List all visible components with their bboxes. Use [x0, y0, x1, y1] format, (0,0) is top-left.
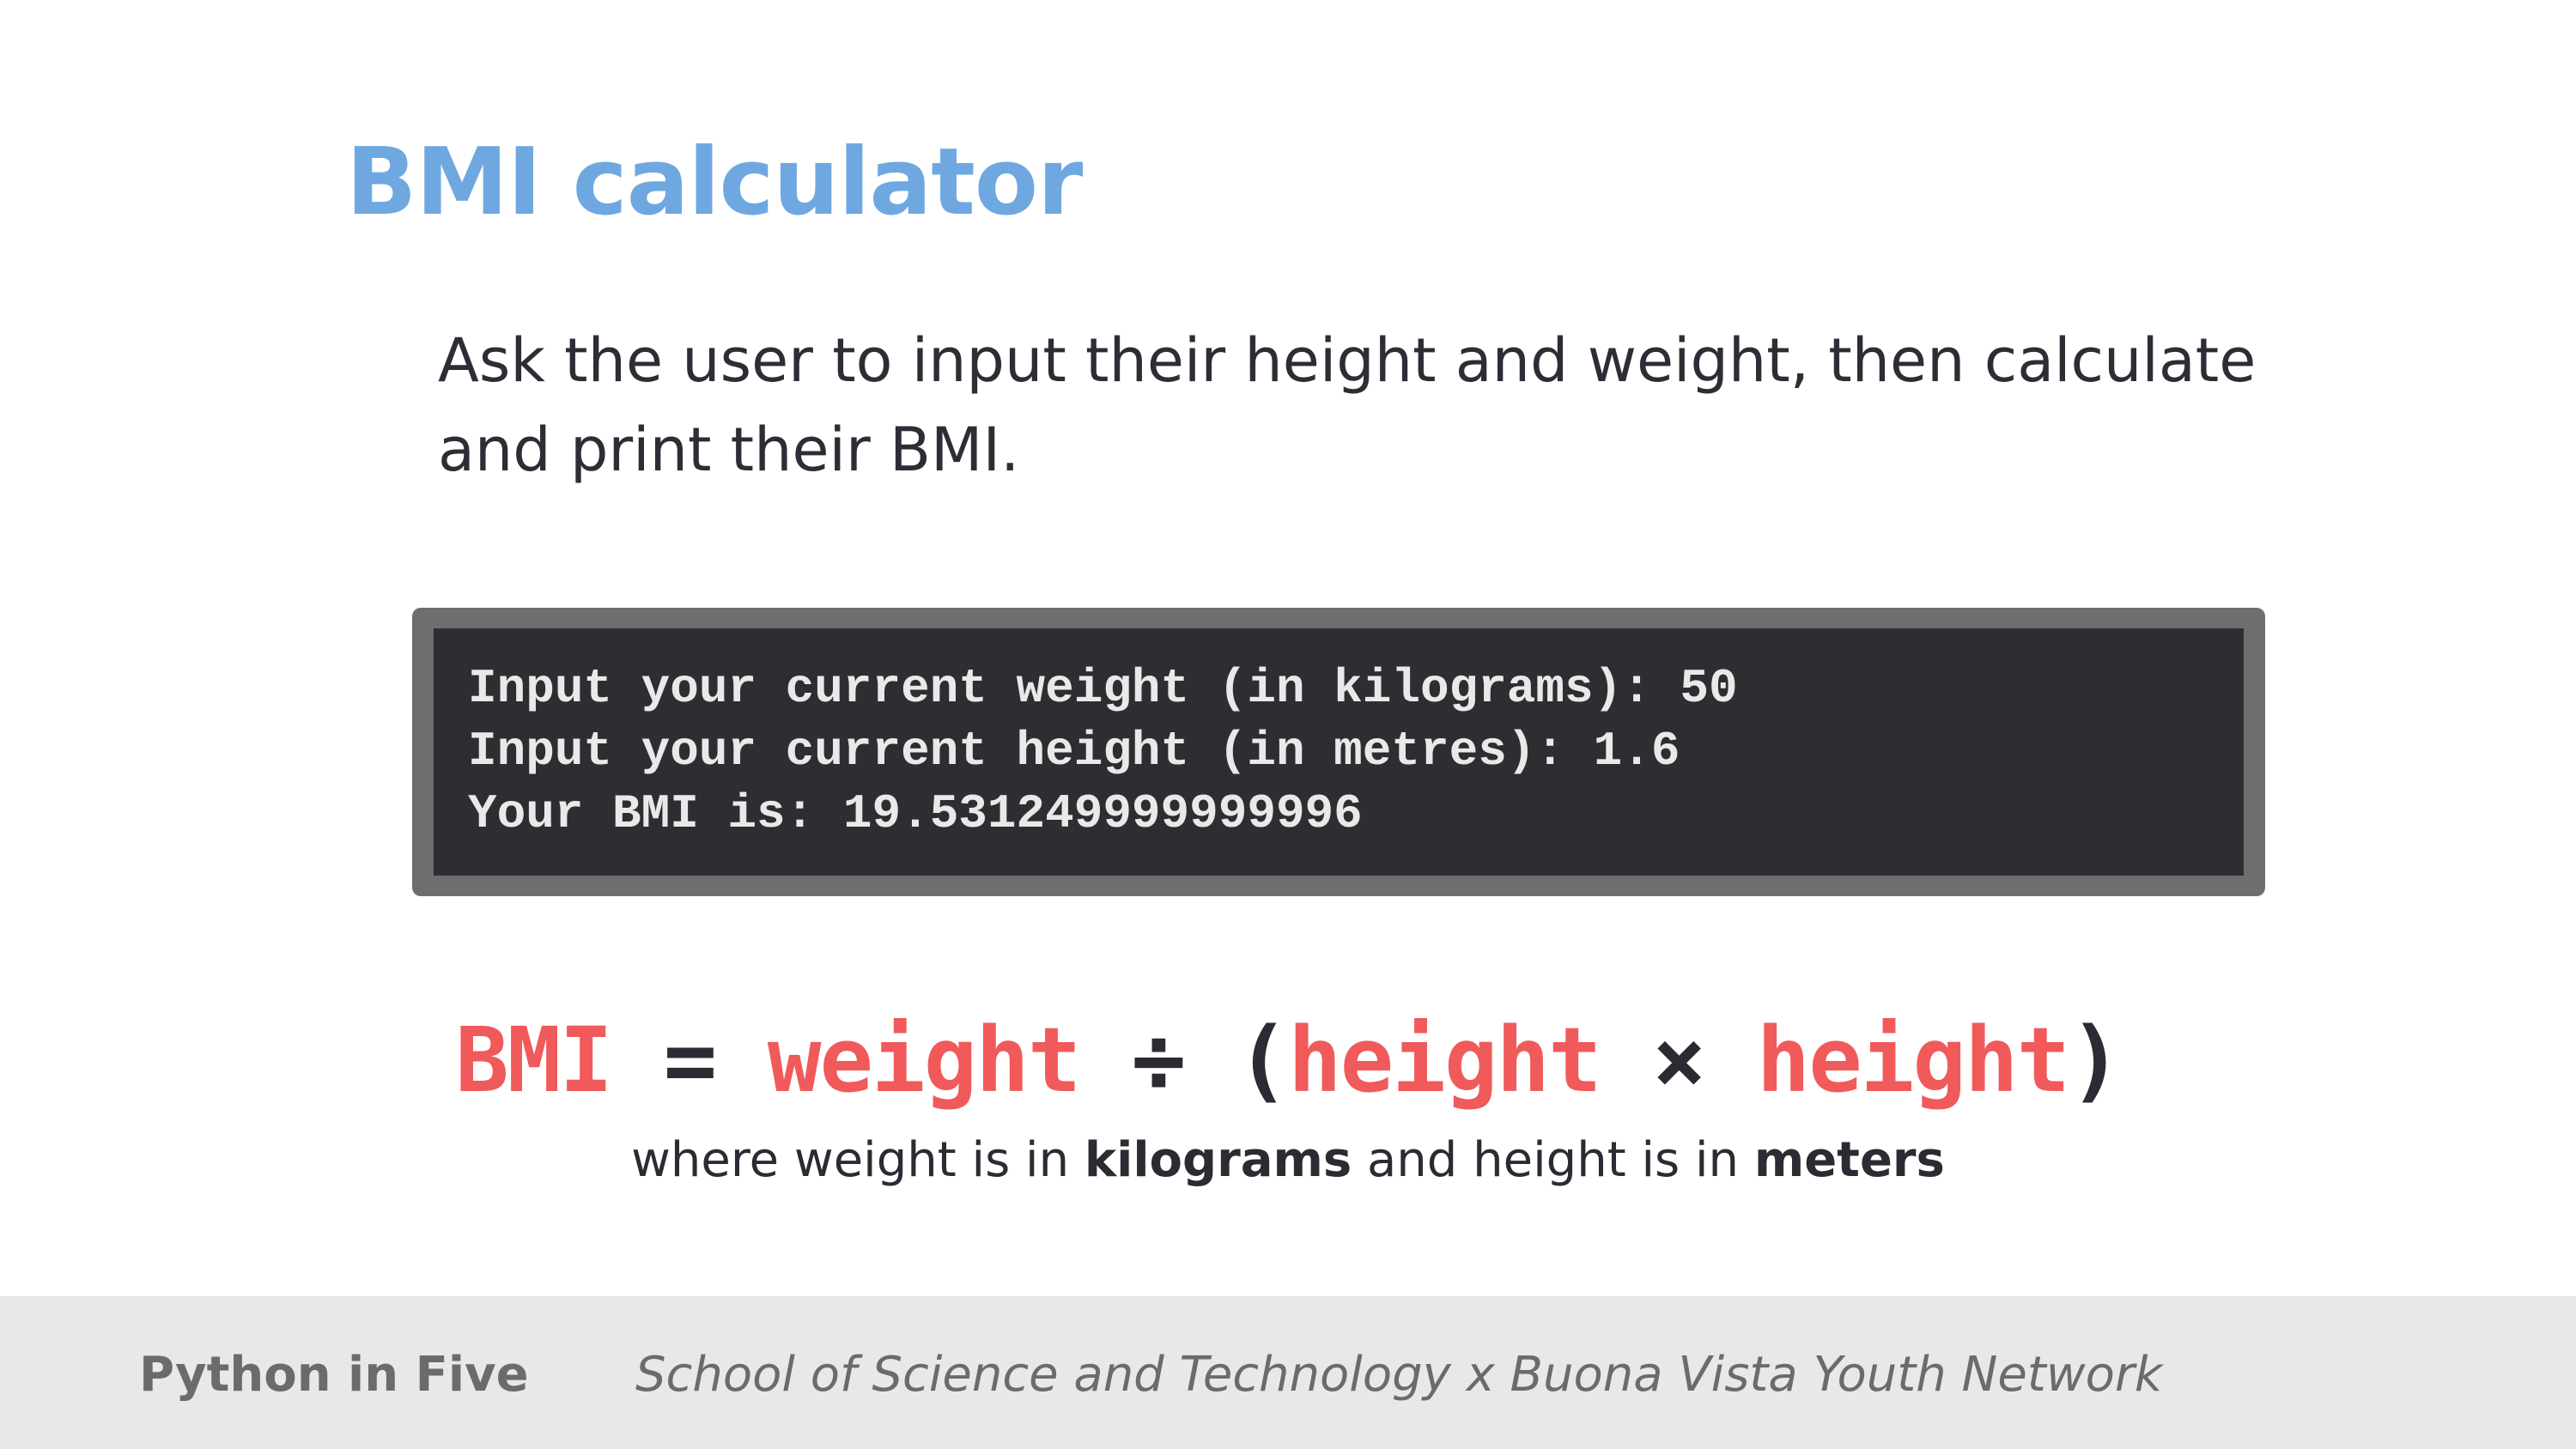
bmi-formula: BMI = weight ÷ (height × height) [0, 1004, 2576, 1116]
formula-divide: ÷ [1132, 1008, 1186, 1113]
note-unit-meters: meters [1753, 1132, 1945, 1188]
page-title: BMI calculator [346, 129, 1083, 236]
formula-weight: weight [767, 1008, 1082, 1113]
terminal-line-weight: Input your current weight (in kilograms)… [468, 661, 1738, 716]
formula-units-note: where weight is in kilograms and height … [0, 1126, 2576, 1195]
formula-times: × [1652, 1008, 1706, 1113]
terminal-line-height: Input your current height (in metres): 1… [468, 724, 1680, 779]
task-description: Ask the user to input their height and w… [438, 325, 2257, 485]
note-text-2: and height is in [1352, 1132, 1754, 1188]
terminal-output: Input your current weight (in kilograms)… [434, 628, 2244, 876]
formula-open-paren: ( [1236, 1008, 1290, 1113]
terminal-line-result: Your BMI is: 19.531249999999996 [468, 786, 1363, 841]
note-unit-kilograms: kilograms [1084, 1132, 1352, 1188]
terminal-screenshot: Input your current weight (in kilograms)… [412, 608, 2265, 896]
note-text-1: where weight is in [631, 1132, 1084, 1188]
formula-close-paren: ) [2069, 1008, 2123, 1113]
formula-equals: = [663, 1008, 718, 1113]
footer-organization: School of Science and Technology x Buona… [635, 1347, 2163, 1403]
formula-height-1: height [1288, 1008, 1602, 1113]
formula-height-2: height [1756, 1008, 2071, 1113]
footer-course-name: Python in Five [139, 1347, 529, 1403]
formula-bmi: BMI [455, 1008, 613, 1113]
footer: Python in Five School of Science and Tec… [0, 1296, 2576, 1449]
